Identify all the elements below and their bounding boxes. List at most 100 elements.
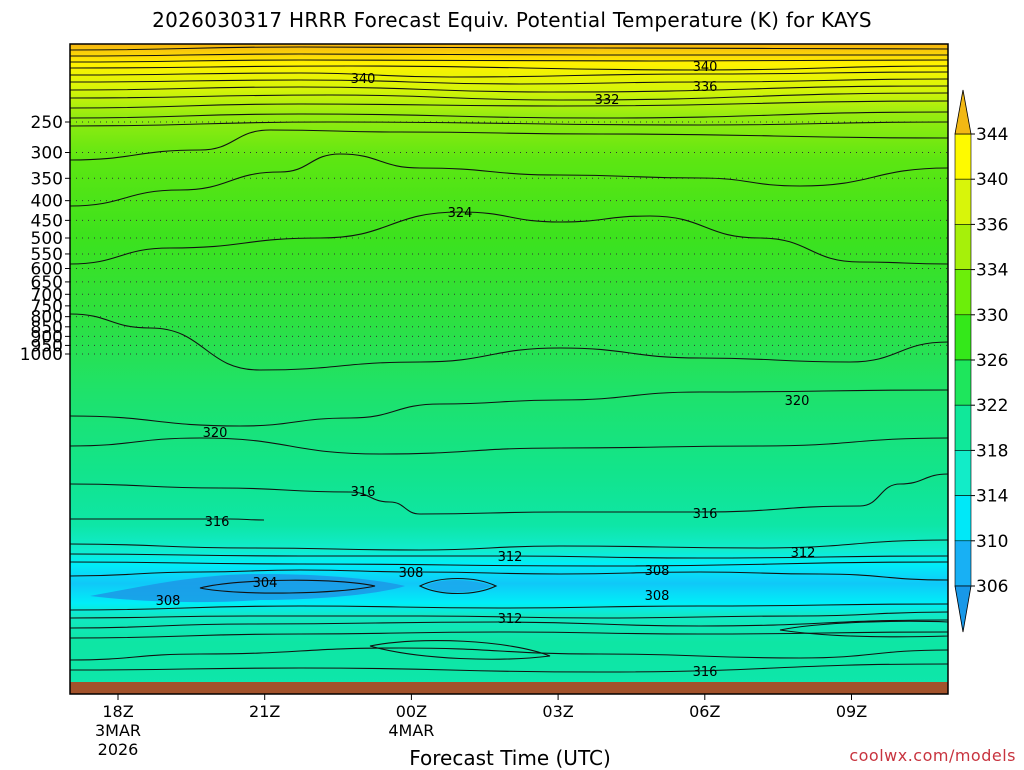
credit-link[interactable]: coolwx.com/models	[849, 746, 1016, 765]
contour-line	[69, 647, 949, 661]
colorbar-label: 322	[976, 396, 1008, 416]
contour-label: 340	[693, 60, 718, 75]
contour-line	[69, 473, 949, 515]
colorbar-segment	[954, 314, 972, 361]
plot-area: 340 340 336 332 324 320 320 316 316 316 316 312 312 3…	[69, 44, 949, 694]
contour-line	[69, 569, 949, 581]
contour-line	[69, 619, 949, 629]
contour-line	[69, 611, 949, 619]
contour-line	[69, 153, 949, 207]
contour-line	[69, 59, 949, 63]
contour-line	[69, 53, 948, 57]
colorbar-segment	[954, 269, 972, 316]
y-tick-label: 950	[31, 336, 63, 356]
x-tick-sublabel: 4MAR	[388, 721, 434, 740]
y-tick-label: 250	[31, 113, 63, 133]
contour-label: 308	[399, 566, 424, 581]
x-tick-label: 09Z	[836, 702, 867, 721]
y-tick-label: 400	[31, 192, 63, 212]
contour-line	[69, 121, 949, 127]
contour-label: 312	[498, 550, 523, 565]
contour-line	[70, 518, 265, 521]
contour-line	[69, 539, 949, 551]
colorbar-label: 334	[976, 261, 1008, 281]
chart-title: 2026030317 HRRR Forecast Equiv. Potentia…	[152, 8, 872, 32]
contour-label: 336	[693, 80, 718, 95]
contour-line	[199, 579, 376, 594]
contour-line	[69, 100, 949, 109]
contour-label: 308	[645, 589, 670, 604]
contour-line	[69, 129, 949, 161]
x-tick-sublabel: 3MAR	[95, 721, 141, 740]
y-tick-label: 450	[31, 211, 63, 231]
x-tick-label: 06Z	[689, 702, 720, 721]
y-tick-label: 1000	[20, 345, 63, 365]
colorbar-segment	[954, 404, 972, 451]
contour-line	[69, 71, 949, 78]
colorbar-label: 326	[976, 351, 1008, 371]
x-tick-label: 21Z	[249, 702, 280, 721]
colorbar: 344 340 336 334 330 326 322 318 314 310 306	[954, 89, 1008, 633]
colorbar-label: 314	[976, 487, 1008, 507]
colorbar-top-arrow	[954, 89, 972, 135]
x-axis-label: Forecast Time (UTC)	[409, 746, 611, 770]
colorbar-segment	[954, 495, 972, 542]
colorbar-label: 330	[976, 306, 1008, 326]
x-tick-label: 00Z	[396, 702, 427, 721]
contour-label: 316	[351, 485, 376, 500]
contour-line	[69, 663, 949, 673]
contour-label: 320	[785, 394, 810, 409]
y-tick-label: 900	[31, 327, 63, 347]
y-tick-label: 500	[31, 229, 63, 249]
contour-line	[69, 553, 949, 559]
colorbar-segment	[954, 224, 972, 270]
colorbar-segment	[954, 359, 972, 406]
contour-label: 308	[156, 594, 181, 609]
colorbar-label: 336	[976, 215, 1008, 235]
colorbar-label: 310	[976, 532, 1008, 552]
y-tick-label: 850	[31, 318, 63, 338]
x-tick-label: 18Z	[102, 702, 133, 721]
contour-label: 340	[351, 72, 376, 87]
contour-label: 324	[448, 206, 473, 221]
axes: 250 300 350 4004505005506006507007508008509…	[20, 43, 949, 759]
y-tick-label: 800	[31, 308, 63, 328]
terrain-strip	[70, 682, 948, 694]
contour-line	[369, 640, 551, 660]
contour-line	[69, 65, 949, 71]
contour-line	[69, 437, 949, 455]
y-tick-label: 750	[31, 297, 63, 317]
contour-line	[69, 631, 949, 639]
contour-line	[69, 46, 949, 51]
contour-label: 320	[203, 426, 228, 441]
colorbar-segment	[954, 178, 972, 225]
colorbar-label: 344	[976, 125, 1008, 145]
contour-label: 308	[645, 564, 670, 579]
colorbar-label: 306	[976, 577, 1008, 597]
y-tick-label: 350	[31, 169, 63, 189]
colorbar-label: 318	[976, 441, 1008, 461]
contour-line	[69, 78, 949, 85]
y-tick-label: 550	[31, 245, 63, 265]
contour-label: 312	[498, 612, 523, 627]
y-tick-label: 600	[31, 260, 63, 280]
contour-line	[418, 578, 498, 594]
colorbar-segment	[954, 133, 972, 180]
plot-frame	[69, 43, 949, 695]
contour-line	[69, 313, 949, 371]
contour-label: 316	[693, 665, 718, 680]
contour-label: 316	[205, 515, 230, 530]
contour-line	[69, 85, 949, 93]
contour-label: 316	[693, 507, 718, 522]
colorbar-bottom-arrow	[954, 585, 972, 633]
contour-label: 332	[595, 93, 620, 108]
contour-label: 312	[791, 546, 816, 561]
y-tick-label: 650	[31, 273, 63, 293]
contour-line	[69, 111, 949, 119]
x-tick-label: 03Z	[542, 702, 573, 721]
y-tick-label: 300	[31, 144, 63, 164]
contour-line	[69, 211, 949, 265]
x-tick-sublabel: 2026	[98, 740, 139, 759]
y-tick-label: 700	[31, 285, 63, 305]
